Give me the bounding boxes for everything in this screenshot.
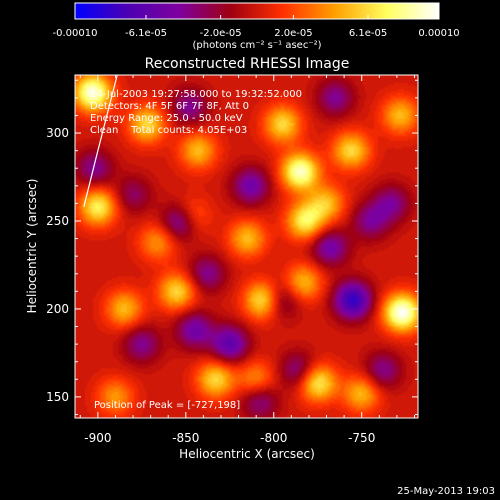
plot-frame <box>74 74 419 419</box>
solar-limb-line <box>83 75 118 208</box>
x-tick-label: -800 <box>260 431 287 445</box>
colorbar-tick-label: -6.1e-05 <box>125 28 167 39</box>
x-tick-label: -850 <box>172 431 199 445</box>
info-block: 14-Jul-2003 19:27:58.000 to 19:32:52.000… <box>90 89 302 136</box>
x-tick-label: -900 <box>84 431 111 445</box>
x-tick-label: -750 <box>348 431 375 445</box>
colorbar-tick-label: 6.1e-05 <box>349 28 387 39</box>
peak-position-text: Position of Peak = [-727,198] <box>94 400 240 411</box>
y-axis-label: Heliocentric Y (arcsec) <box>25 179 39 314</box>
colorbar-unit-label: (photons cm⁻² s⁻¹ asec⁻²) <box>192 40 321 51</box>
y-tick-label: 300 <box>46 126 69 140</box>
y-axis-ticks: 150 200 250 300 <box>46 79 418 415</box>
colorbar-tick-label: -2.0e-05 <box>200 28 242 39</box>
info-line-counts: Clean Total counts: 4.05E+03 <box>90 125 247 136</box>
info-line-energy: Energy Range: 25.0 - 50.0 keV <box>90 113 243 124</box>
timestamp: 25-May-2013 19:03 <box>397 486 495 497</box>
x-axis-label: Heliocentric X (arcsec) <box>179 447 315 461</box>
colorbar-tick-label: 2.0e-05 <box>274 28 312 39</box>
info-line-time: 14-Jul-2003 19:27:58.000 to 19:32:52.000 <box>90 89 302 100</box>
y-tick-label: 150 <box>46 390 69 404</box>
x-axis-ticks: -900 -850 -800 -750 <box>79 75 415 445</box>
colorbar-tick-label: 0.00010 <box>418 28 459 39</box>
y-tick-label: 250 <box>46 214 69 228</box>
colorbar-ticks: -0.00010 -6.1e-05 -2.0e-05 2.0e-05 6.1e-05 0.… <box>53 15 460 39</box>
colorbar-tick-label: -0.00010 <box>53 28 98 39</box>
colorbar <box>74 2 440 20</box>
chart-title: Reconstructed RHESSI Image <box>145 56 350 72</box>
y-tick-label: 200 <box>46 302 69 316</box>
heatmap-image <box>75 75 418 418</box>
info-line-detectors: Detectors: 4F 5F 6F 7F 8F, Att 0 <box>90 101 249 112</box>
